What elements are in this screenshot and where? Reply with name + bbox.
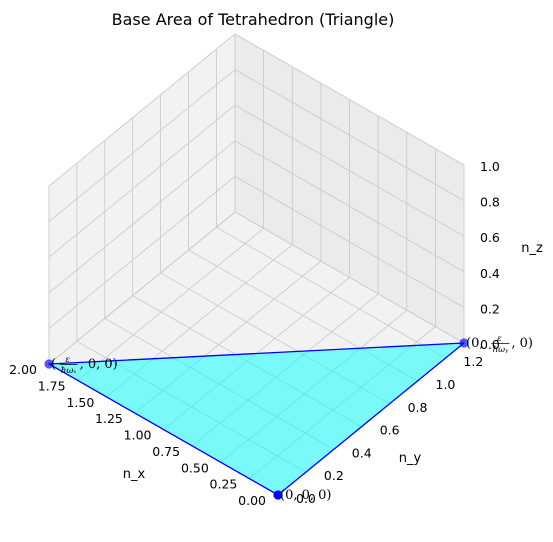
y-tick-label: 0.4 [352, 445, 372, 460]
z-gridline [48, 175, 465, 329]
y-tick-label: 0.8 [408, 400, 428, 415]
point-label-denominator: ħωₓ [61, 366, 76, 376]
point-label-numerator: ε [497, 334, 502, 344]
z-tick-label: 1.0 [480, 159, 500, 174]
y-tick-label: 0.6 [380, 423, 400, 438]
y-tick-label: 0.0 [296, 491, 316, 506]
triangle-surface [48, 342, 465, 496]
x-tick-label: 2.00 [9, 362, 37, 377]
point-label-open: ( [51, 357, 56, 372]
z-gridline [48, 211, 465, 365]
data-point [273, 490, 283, 500]
triangle-face [48, 342, 465, 496]
data-point [44, 359, 54, 369]
tick-labels: 0.000.250.500.751.001.251.501.752.00 0.0 0… [9, 159, 500, 508]
x-tick-label: 1.50 [66, 395, 94, 410]
z-tick-label: 0.6 [480, 230, 500, 245]
x-axis-label: n_x [123, 467, 146, 482]
x-tick-label: 0.50 [181, 460, 209, 475]
point-label-denominator: ħωᵧ [493, 345, 509, 355]
z-gridline [48, 33, 465, 187]
chart-title: Base Area of Tetrahedron (Triangle) [112, 10, 395, 29]
y-tick-label: 0.2 [324, 468, 344, 483]
x-tick-label: 1.75 [38, 378, 66, 393]
x-tick-label: 0.00 [238, 493, 266, 508]
y-axis-label: n_y [399, 451, 422, 466]
point-label-numerator: ε [65, 355, 70, 365]
z-tick-label: 0.0 [480, 337, 500, 352]
z-gridline [48, 69, 465, 222]
point-label-open: (0, [466, 336, 483, 351]
point-label-rest: , 0, 0) [80, 357, 118, 372]
y-tick-label: 1.0 [436, 377, 456, 392]
z-gridline [48, 104, 465, 258]
x-tick-label: 0.25 [210, 477, 238, 492]
data-point [459, 338, 469, 348]
z-tick-label: 0.2 [480, 301, 500, 316]
axis-labels: n_x n_y n_z [123, 241, 543, 482]
x-tick-label: 0.75 [152, 444, 180, 459]
z-tick-label: 0.4 [480, 266, 500, 281]
point-label: (0, 0, 0) [280, 488, 332, 503]
point-label-rest: , 0) [511, 336, 533, 351]
z-tick-label: 0.8 [480, 195, 500, 210]
x-tick-label: 1.25 [95, 411, 123, 426]
z-axis-label: n_z [521, 241, 543, 256]
x-tick-label: 1.00 [124, 428, 152, 443]
y-tick-label: 1.2 [463, 354, 483, 369]
z-gridline [48, 140, 465, 294]
